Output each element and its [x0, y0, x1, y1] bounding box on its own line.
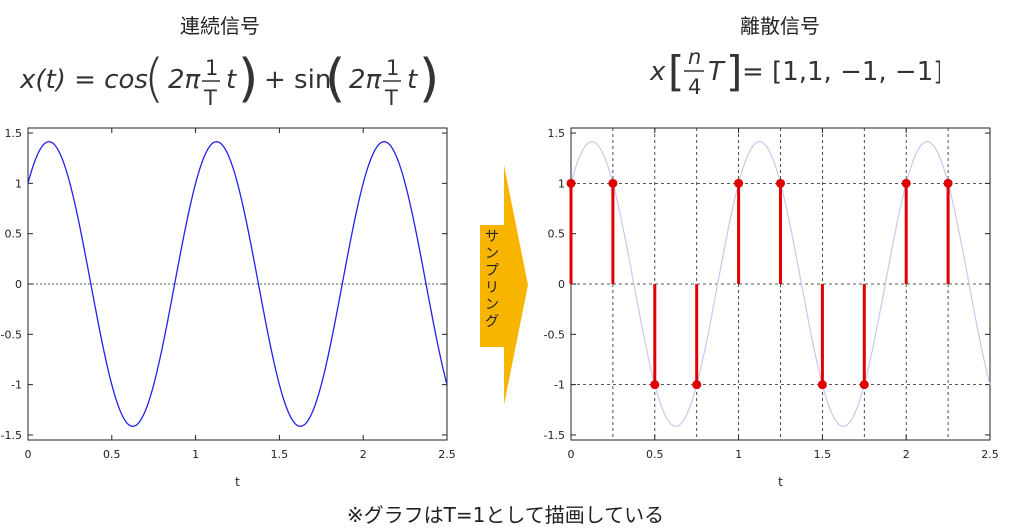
stem-marker	[734, 178, 744, 188]
y-tick-label: 0.5	[548, 228, 566, 241]
x-axis-label: t	[778, 475, 783, 489]
x-tick-label: 0.5	[646, 448, 664, 461]
discrete-formula: x [ n 4 T ] = [1,1, −1, −1]	[650, 45, 940, 99]
formula-4: 4	[688, 75, 701, 99]
x-tick-label: 0	[568, 448, 575, 461]
x-tick-label: 1.5	[271, 448, 289, 461]
y-tick-label: -0.5	[544, 328, 565, 341]
y-tick-label: -1	[554, 379, 565, 392]
formula-2pi-2: 2π	[349, 65, 382, 95]
formula-den-2: T	[384, 86, 398, 110]
formula-2pi-1: 2π	[168, 65, 201, 95]
svg-text:(: (	[325, 49, 345, 109]
stem-marker	[650, 380, 660, 390]
svg-text:[: [	[668, 47, 684, 96]
stem-marker	[776, 178, 785, 188]
y-tick-label: -1.5	[1, 429, 22, 442]
arrow-label-char: ン	[485, 246, 499, 262]
formula-num-1: 1	[205, 56, 218, 80]
formula-T: T	[708, 57, 726, 87]
formula-den-1: T	[203, 86, 217, 110]
x-tick-label: 0	[25, 448, 32, 461]
arrow-label-char: プ	[485, 263, 499, 279]
y-tick-label: -1	[11, 379, 22, 392]
x-tick-label: 2	[360, 448, 367, 461]
formula-t-1: t	[226, 65, 237, 95]
formula-n: n	[688, 45, 701, 69]
signal-curve	[27, 141, 448, 427]
arrow-shape	[480, 165, 528, 405]
x-tick-label: 1	[735, 448, 742, 461]
formula-x: x	[650, 57, 666, 87]
stem-marker	[692, 380, 702, 390]
y-tick-label: 0.5	[5, 228, 23, 241]
svg-text:): )	[419, 49, 439, 109]
continuous-formula: x(t) = cos ( 2π 1 T t ) + sin ( 2π 1 T t…	[20, 49, 439, 110]
stem-marker	[943, 178, 953, 188]
svg-text:(: (	[144, 49, 164, 109]
svg-text:): )	[238, 49, 258, 109]
y-tick-label: 0	[15, 278, 22, 291]
arrow-label-char: ン	[485, 297, 499, 313]
formula-rhs: = [1,1, −1, −1]	[742, 57, 940, 87]
svg-text:]: ]	[726, 47, 742, 96]
stem-marker	[608, 178, 618, 188]
continuous-signal-chart: 1.510.50-0.5-1-1.50 0.5 1 1.5 2 2.5t	[1, 127, 456, 489]
stem-marker	[566, 178, 576, 188]
y-tick-label: 1	[15, 177, 22, 190]
x-axis-label: t	[235, 475, 240, 489]
y-tick-label: 1.5	[5, 127, 23, 140]
formula-t-2: t	[407, 65, 418, 95]
y-tick-label: 1	[558, 177, 565, 190]
x-tick-label: 2.5	[981, 448, 999, 461]
x-tick-label: 2.5	[438, 448, 456, 461]
arrow-label-char: サ	[485, 229, 499, 245]
continuous-signal-title: 連続信号	[180, 14, 260, 38]
stem-marker	[859, 380, 869, 390]
x-tick-label: 1.5	[814, 448, 832, 461]
formula-plus-sin: + sin	[264, 65, 331, 95]
formula-lhs: x(t) = cos	[20, 65, 148, 95]
arrow-label-char: グ	[485, 314, 499, 330]
discrete-signal-chart: 1.510.50-0.5-1-1.50 0.5 1 1.5 2 2.5t	[544, 127, 999, 489]
x-tick-label: 1	[192, 448, 199, 461]
stem-marker	[817, 380, 827, 390]
stem-marker	[901, 178, 911, 188]
x-tick-label: 2	[903, 448, 910, 461]
y-tick-label: -0.5	[1, 328, 22, 341]
x-tick-label: 0.5	[103, 448, 121, 461]
discrete-signal-title: 離散信号	[740, 14, 820, 38]
y-tick-label: 1.5	[548, 127, 566, 140]
arrow-label-char: リ	[485, 280, 499, 296]
y-tick-label: 0	[558, 278, 565, 291]
footer-note: ※グラフはT=1として描画している	[346, 503, 665, 527]
y-tick-label: -1.5	[544, 429, 565, 442]
formula-num-2: 1	[386, 56, 399, 80]
